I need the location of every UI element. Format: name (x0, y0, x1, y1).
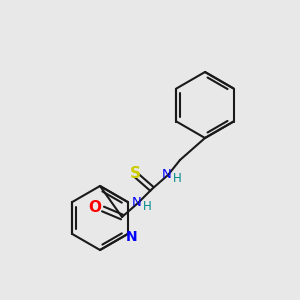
Text: H: H (172, 172, 182, 184)
Text: O: O (88, 200, 101, 215)
Text: S: S (130, 166, 140, 181)
Text: N: N (162, 169, 172, 182)
Text: N: N (132, 196, 142, 209)
Text: H: H (142, 200, 152, 212)
Text: N: N (126, 230, 137, 244)
